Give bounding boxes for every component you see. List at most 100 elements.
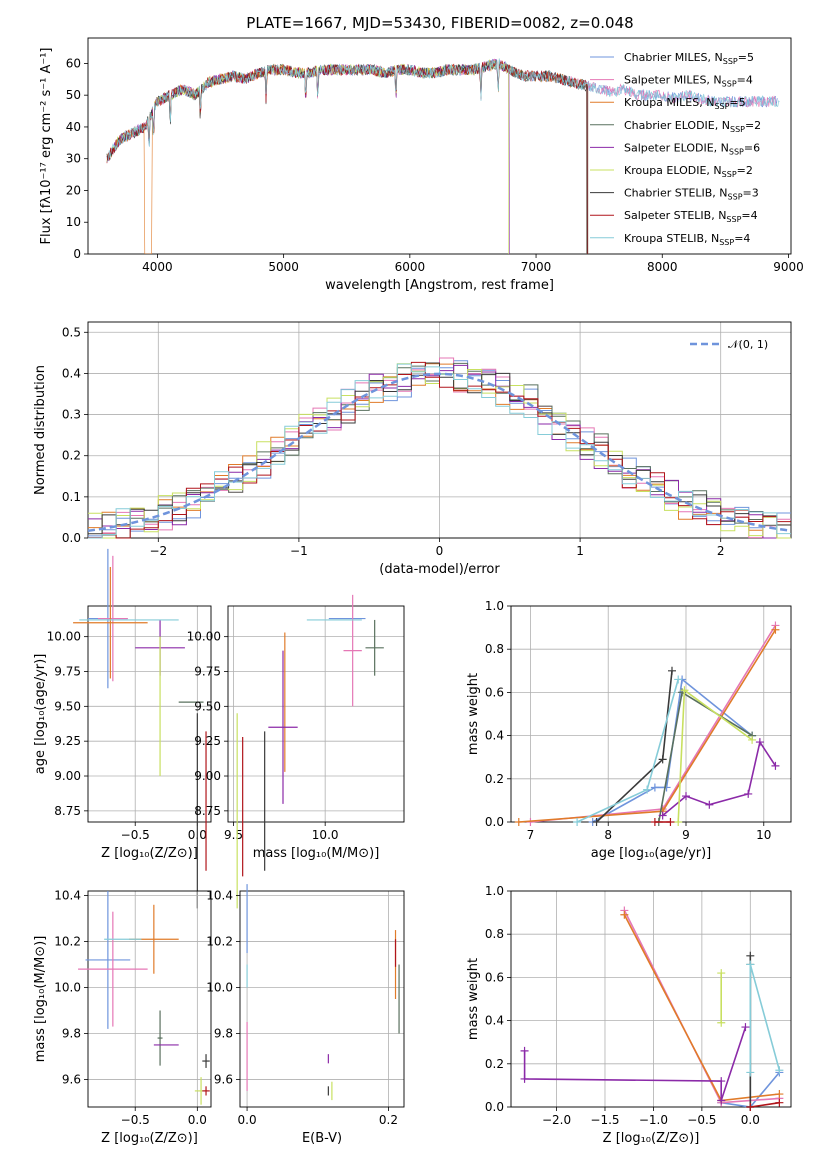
y-tick-label: 0.2 bbox=[485, 772, 504, 786]
legend-entry-count: =4 bbox=[741, 209, 757, 222]
mass-weight-point bbox=[717, 1077, 726, 1086]
legend-entry-count: =5 bbox=[729, 96, 745, 109]
y-axis-label: mass weight bbox=[466, 958, 481, 1040]
y-tick-label: 9.8 bbox=[214, 1026, 233, 1040]
legend-entry-count: =2 bbox=[745, 119, 761, 132]
y-tick-label: 0.2 bbox=[485, 1057, 504, 1071]
y-tick-label: 10.2 bbox=[54, 935, 81, 949]
x-axis-label: Z [log₁₀(Z/Z⊙)] bbox=[101, 1131, 198, 1146]
legend-entry-subscript: SSP bbox=[730, 125, 745, 134]
legend-entry-count: =5 bbox=[738, 51, 754, 64]
y-tick-label: 10.00 bbox=[47, 630, 81, 644]
x-tick-label: −0.5 bbox=[121, 1113, 150, 1127]
axes-frame bbox=[510, 890, 792, 1108]
x-axis-label: Z [log₁₀(Z/Z⊙)] bbox=[603, 1131, 700, 1146]
x-tick-label: −2.0 bbox=[542, 1113, 571, 1127]
y-tick-label: 0.4 bbox=[485, 729, 504, 743]
axes-frame bbox=[87, 890, 212, 1108]
legend-entry-subscript: SSP bbox=[722, 170, 737, 179]
mass-weight-point bbox=[520, 1074, 529, 1083]
mass-weight-point bbox=[520, 1046, 529, 1055]
x-tick-label: 10 bbox=[756, 828, 771, 842]
x-tick-label: 0.0 bbox=[188, 1113, 207, 1127]
mass-weight-point bbox=[705, 800, 714, 809]
mass-weight-point bbox=[741, 1023, 750, 1032]
x-tick-label: 4000 bbox=[142, 260, 173, 274]
age-mass-panel: 9.5 10.0 8.75 9.00 9.25 9.50 9.75 10.00 mass [lo… bbox=[187, 594, 405, 909]
x-tick-label: 0 bbox=[436, 544, 444, 558]
y-tick-label: 0.1 bbox=[62, 490, 81, 504]
mass-z-panel: −0.5 0.0 9.6 9.8 10.0 10.2 10.4 Z [log₁₀(Z/Z⊙)]… bbox=[33, 889, 212, 1146]
x-axis-label: mass [log₁₀(M/M⊙)] bbox=[253, 846, 380, 861]
legend-entry-subscript: SSP bbox=[714, 102, 729, 111]
mass-weight-point bbox=[620, 910, 629, 919]
y-tick-label: 9.75 bbox=[194, 664, 221, 678]
axes-frame bbox=[87, 321, 792, 539]
y-tick-label: 0.8 bbox=[485, 642, 504, 656]
mass-weight-point bbox=[674, 675, 683, 684]
y-tick-label: 0.2 bbox=[62, 449, 81, 463]
x-tick-label: 9.5 bbox=[224, 828, 243, 842]
x-tick-label: 8 bbox=[604, 828, 612, 842]
legend-entry-subscript: SSP bbox=[719, 238, 734, 247]
y-tick-label: 10.2 bbox=[206, 935, 233, 949]
spectrum-series-line bbox=[106, 59, 510, 254]
legend-entry-label: Kroupa ELODIE, NSSP=2 bbox=[624, 164, 753, 179]
legend-entry-count: =4 bbox=[734, 232, 750, 245]
x-tick-label: 7000 bbox=[521, 260, 552, 274]
y-tick-label: 40 bbox=[66, 120, 81, 134]
mass-weight-point bbox=[650, 818, 659, 826]
y-tick-label: 10.0 bbox=[206, 981, 233, 995]
mass-weight-point bbox=[717, 969, 726, 978]
y-axis-label: mass [log₁₀(M/M⊙)] bbox=[33, 936, 48, 1063]
x-axis-label: age [log₁₀(age/yr)] bbox=[591, 846, 712, 861]
massweight-age-panel: 7 8 9 10 0.0 0.2 0.4 0.6 0.8 1.0 age [log₁₀(age/yr… bbox=[466, 599, 792, 861]
mass-weight-point bbox=[771, 625, 780, 634]
legend-entry-label: Chabrier MILES, NSSP=5 bbox=[624, 51, 754, 66]
y-tick-label: 9.25 bbox=[194, 734, 221, 748]
mass-weight-point bbox=[674, 818, 683, 826]
mass-weight-point bbox=[744, 789, 753, 798]
x-tick-label: −1.5 bbox=[590, 1113, 619, 1127]
mass-weight-point bbox=[662, 783, 671, 792]
mass-weight-point bbox=[650, 783, 659, 792]
y-tick-label: 20 bbox=[66, 183, 81, 197]
mass-weight-point bbox=[514, 818, 523, 826]
figure-title: PLATE=1667, MJD=53430, FIBERID=0082, z=0… bbox=[246, 14, 633, 32]
axes-frame bbox=[239, 890, 405, 1108]
x-tick-label: 0.0 bbox=[741, 1113, 760, 1127]
y-axis-label: mass weight bbox=[466, 673, 481, 755]
mass-weight-point bbox=[666, 818, 675, 826]
x-tick-label: −0.5 bbox=[121, 828, 150, 842]
histogram-series-step bbox=[88, 361, 791, 539]
x-tick-label: 6000 bbox=[395, 260, 426, 274]
histogram-series-step bbox=[88, 363, 791, 539]
x-tick-label: −1.0 bbox=[639, 1113, 668, 1127]
x-tick-label: 9000 bbox=[773, 260, 804, 274]
mass-weight-series-line bbox=[749, 964, 781, 1073]
y-tick-label: 0.4 bbox=[485, 1014, 504, 1028]
y-tick-label: 10 bbox=[66, 215, 81, 229]
legend-entry-label: Salpeter STELIB, NSSP=4 bbox=[624, 209, 758, 224]
x-tick-label: −2 bbox=[149, 544, 167, 558]
y-tick-label: 9.50 bbox=[194, 699, 221, 713]
y-tick-label: 0.3 bbox=[62, 408, 81, 422]
legend-entry-subscript: SSP bbox=[722, 80, 737, 89]
mass-weight-point bbox=[643, 785, 652, 794]
x-tick-label: 1 bbox=[576, 544, 584, 558]
mass-weight-series-line bbox=[750, 1101, 780, 1108]
legend-entry-subscript: SSP bbox=[723, 57, 738, 66]
x-tick-label: 10.0 bbox=[312, 828, 339, 842]
y-tick-label: 0.4 bbox=[62, 366, 81, 380]
mass-weight-point bbox=[658, 811, 667, 820]
axes-frame bbox=[227, 605, 405, 823]
legend-entry-count: =2 bbox=[737, 164, 753, 177]
mass-weight-point bbox=[658, 755, 667, 764]
x-tick-label: −1 bbox=[290, 544, 308, 558]
y-tick-label: 9.6 bbox=[62, 1072, 81, 1086]
y-tick-label: 0.6 bbox=[485, 970, 504, 984]
x-tick-label: −0.5 bbox=[687, 1113, 716, 1127]
gaussian-curve bbox=[87, 372, 792, 533]
spectrum-series-line bbox=[106, 59, 509, 254]
